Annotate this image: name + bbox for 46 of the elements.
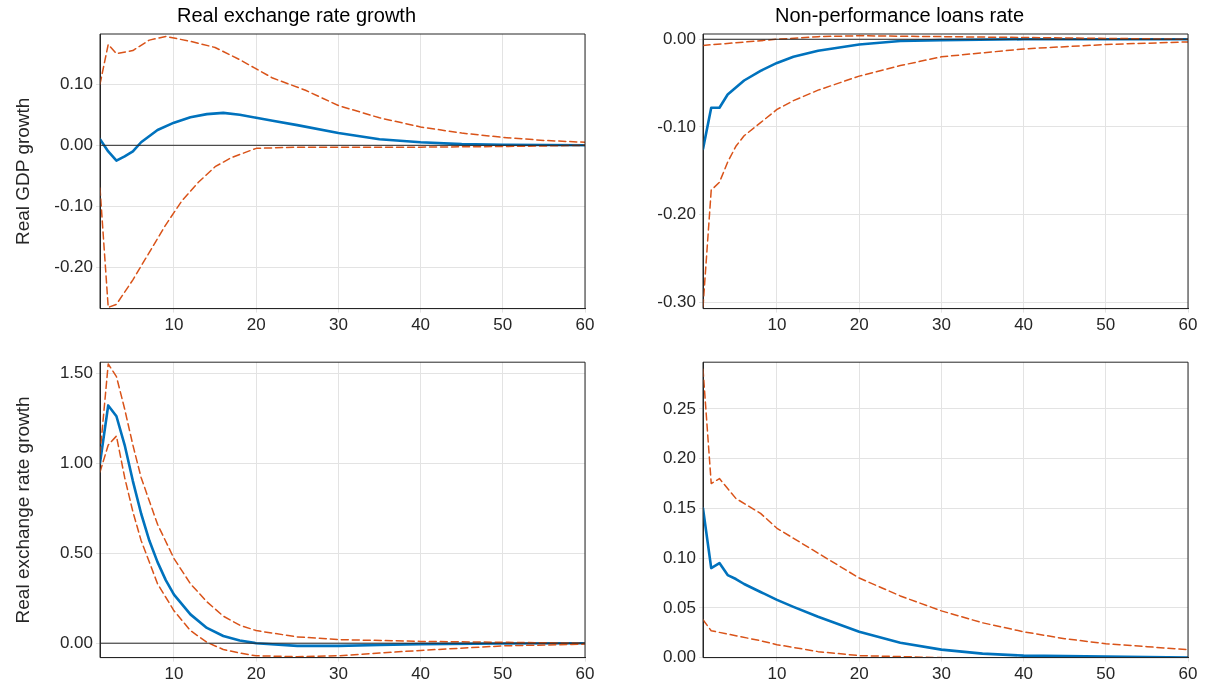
x-tick-label: 30 — [931, 315, 951, 335]
x-tick-label: 20 — [246, 664, 266, 684]
y-tick-label: 0.00 — [662, 28, 696, 48]
chart-title: Real exchange rate growth — [176, 3, 417, 26]
y-tick-label: 0.00 — [59, 135, 93, 154]
y-axis-title: Real exchange rate growth — [11, 396, 33, 624]
y-tick-label: 0.10 — [59, 73, 93, 93]
y-tick-label: 0.10 — [662, 547, 696, 567]
x-tick-label: 50 — [493, 315, 513, 335]
x-tick-label: 20 — [849, 315, 869, 335]
y-tick-label: -0.20 — [657, 204, 696, 224]
y-tick-label: 0.25 — [662, 398, 696, 418]
x-tick-label: 60 — [575, 315, 595, 335]
y-tick-label: -0.30 — [657, 292, 696, 312]
y-tick-label: 0.00 — [59, 632, 93, 652]
x-tick-label: 20 — [849, 664, 869, 684]
x-tick-label: 50 — [1096, 664, 1116, 684]
x-tick-label: 30 — [931, 664, 951, 684]
y-tick-label: -0.10 — [657, 116, 696, 136]
y-tick-label: 0.50 — [59, 542, 93, 562]
x-tick-label: 60 — [575, 664, 595, 684]
y-tick-label: 0.05 — [662, 597, 696, 617]
x-tick-label: 50 — [493, 664, 513, 684]
y-tick-label: 0.15 — [662, 498, 696, 518]
x-tick-label: 30 — [328, 664, 348, 684]
x-tick-label: 20 — [246, 315, 266, 335]
y-tick-label: -0.10 — [54, 196, 93, 216]
chart-title: Non-performance loans rate — [774, 3, 1025, 26]
x-tick-label: 10 — [164, 664, 184, 684]
x-tick-label: 30 — [328, 315, 348, 335]
y-tick-label: 0.00 — [662, 647, 696, 667]
x-tick-label: 50 — [1096, 315, 1116, 335]
x-tick-label: 60 — [1178, 664, 1198, 684]
x-tick-label: 10 — [767, 315, 787, 335]
x-tick-label: 40 — [411, 315, 431, 335]
y-axis-title: Real GDP growth — [11, 97, 33, 246]
y-tick-label: 1.50 — [59, 362, 93, 382]
y-tick-label: 1.00 — [59, 452, 93, 472]
x-tick-label: 40 — [411, 664, 431, 684]
y-tick-label: 0.20 — [662, 448, 696, 468]
y-tick-label: -0.20 — [54, 257, 93, 277]
x-tick-label: 60 — [1178, 315, 1198, 335]
x-tick-label: 40 — [1014, 315, 1034, 335]
x-tick-label: 40 — [1014, 664, 1034, 684]
x-tick-label: 10 — [164, 315, 184, 335]
x-tick-label: 10 — [767, 664, 787, 684]
